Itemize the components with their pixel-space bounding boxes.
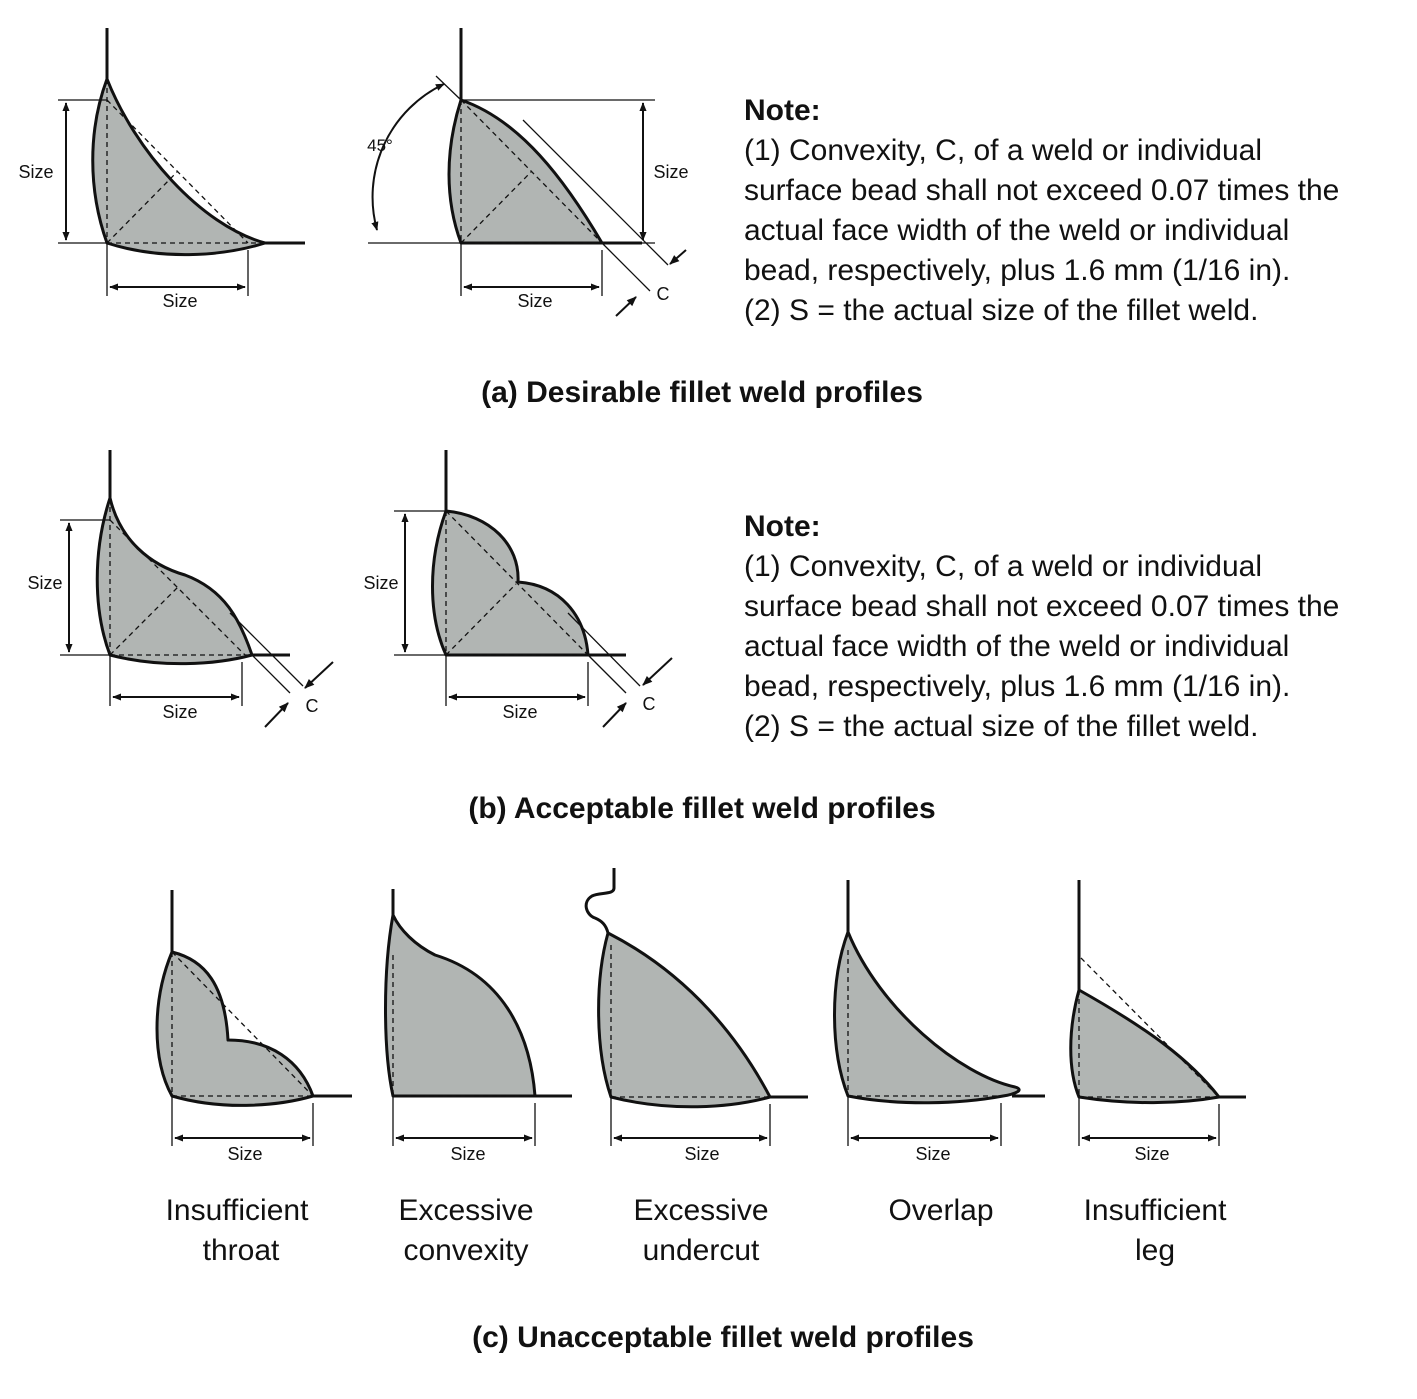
note-line: (2) S = the actual size of the fillet we… (744, 710, 1258, 743)
size-label: Size (915, 1144, 950, 1164)
profile-label-line1: Excessive (398, 1194, 533, 1227)
convexity-extension-line (522, 119, 669, 266)
convexity-extension-line (601, 242, 651, 292)
convexity-extension-line (251, 654, 291, 694)
hypotenuse-line (106, 99, 249, 244)
profile-label-line1: Overlap (888, 1194, 993, 1227)
convexity-label: C (643, 694, 656, 714)
unacceptable-excessive-convexity: Size Excessive convexity (384, 889, 572, 1267)
size-label: Size (18, 162, 53, 182)
convexity-extension-line (229, 612, 304, 687)
profile-label-line1: Insufficient (166, 1194, 310, 1227)
hypotenuse-line (109, 519, 246, 656)
convexity-extension-line (567, 612, 641, 687)
weld-bead (833, 930, 1021, 1105)
convexity-arrow (615, 296, 637, 317)
profile-label-line2: leg (1135, 1234, 1175, 1267)
caption-unacceptable: (c) Unacceptable fillet weld profiles (472, 1321, 974, 1354)
throat-line (445, 583, 517, 656)
weld-bead (155, 950, 315, 1107)
size-label: Size (684, 1144, 719, 1164)
size-label: Size (1134, 1144, 1169, 1164)
caption-desirable: (a) Desirable fillet weld profiles (481, 376, 923, 409)
unacceptable-overlap: Size Overlap (833, 880, 1045, 1227)
caption-acceptable: (b) Acceptable fillet weld profiles (468, 792, 935, 825)
convexity-label: C (657, 284, 670, 304)
size-label: Size (27, 573, 62, 593)
profile-label-line1: Excessive (633, 1194, 768, 1227)
unacceptable-insufficient-leg: Size Insufficient leg (1069, 880, 1246, 1267)
profile-label-line2: throat (203, 1234, 280, 1267)
throat-line (109, 584, 181, 656)
angle-extension-line (435, 75, 462, 101)
note-line: (1) Convexity, C, of a weld or individua… (744, 134, 1262, 167)
hypotenuse-line (171, 951, 314, 1097)
vertical-plate-undercut (584, 868, 616, 934)
note-block-a: Note: (1) Convexity, C, of a weld or ind… (744, 94, 1339, 327)
convexity-extension-line (587, 654, 627, 694)
note-title: Note: (744, 510, 821, 543)
angle-arc (371, 83, 445, 231)
convexity-arrow (264, 702, 289, 728)
note-line: bead, respectively, plus 1.6 mm (1/16 in… (744, 254, 1290, 287)
weld-bead (431, 509, 590, 657)
size-label: Size (653, 162, 688, 182)
hypotenuse-line (460, 99, 603, 244)
weld-bead (91, 77, 267, 257)
size-label: Size (450, 1144, 485, 1164)
profile-label-line2: undercut (643, 1234, 760, 1267)
convexity-label: C (306, 696, 319, 716)
note-line: surface bead shall not exceed 0.07 times… (744, 590, 1339, 623)
angle-label: 45° (367, 136, 393, 155)
size-label: Size (363, 573, 398, 593)
desirable-profile-convex: Size Size 45° C (367, 28, 689, 317)
note-line: (1) Convexity, C, of a weld or individua… (744, 550, 1262, 583)
note-line: (2) S = the actual size of the fillet we… (744, 294, 1258, 327)
throat-line (106, 171, 178, 244)
note-line: actual face width of the weld or individ… (744, 630, 1289, 663)
convexity-arrow (602, 702, 627, 728)
throat-line (460, 171, 532, 244)
acceptable-profile-multi-pass: Size Size C (363, 450, 673, 728)
required-profile-line (1080, 957, 1220, 1098)
note-title: Note: (744, 94, 821, 127)
note-line: surface bead shall not exceed 0.07 times… (744, 174, 1339, 207)
unacceptable-excessive-undercut: Size Excessive undercut (584, 868, 808, 1267)
note-block-b: Note: (1) Convexity, C, of a weld or ind… (744, 510, 1339, 743)
convexity-arrow (642, 657, 673, 686)
convexity-arrow (669, 249, 687, 265)
weld-bead (95, 496, 254, 666)
convexity-arrow (304, 661, 334, 689)
profile-label-line1: Insufficient (1084, 1194, 1228, 1227)
note-line: actual face width of the weld or individ… (744, 214, 1289, 247)
size-label: Size (162, 291, 197, 311)
weld-bead (597, 931, 772, 1109)
desirable-profile-concave: Size Size (18, 28, 305, 311)
note-line: bead, respectively, plus 1.6 mm (1/16 in… (744, 670, 1290, 703)
weld-bead (1069, 988, 1221, 1105)
weld-bead (447, 98, 604, 245)
size-label: Size (162, 702, 197, 722)
size-label: Size (227, 1144, 262, 1164)
unacceptable-insufficient-throat: Size Insufficient throat (155, 890, 352, 1267)
size-label: Size (502, 702, 537, 722)
size-label: Size (517, 291, 552, 311)
hypotenuse-line (445, 510, 589, 656)
acceptable-profile-single-pass: Size Size C (27, 450, 334, 728)
weld-bead (384, 913, 537, 1098)
profile-label-line2: convexity (403, 1234, 528, 1267)
